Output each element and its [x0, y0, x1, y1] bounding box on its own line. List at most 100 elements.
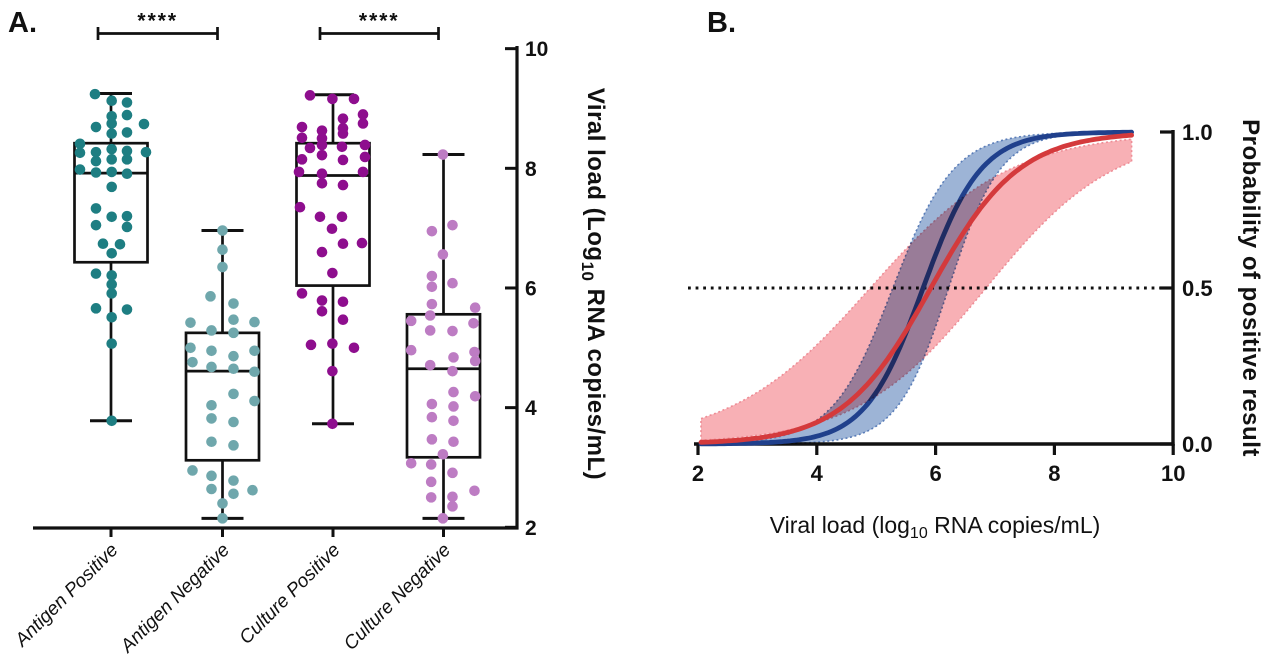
jitter-point	[316, 125, 328, 136]
jitter-point	[217, 261, 228, 273]
jitter-point	[121, 168, 133, 180]
jitter-point	[106, 118, 117, 129]
jitter-point	[426, 270, 438, 282]
jitter-point	[187, 356, 198, 368]
jitter-point	[348, 93, 360, 105]
jitter-point	[106, 128, 117, 139]
jitter-point	[405, 315, 417, 327]
jitter-point	[447, 325, 458, 337]
jitter-point	[337, 296, 349, 308]
jitter-point	[447, 277, 458, 289]
jitter-point	[228, 298, 239, 309]
significance-stars: ****	[359, 10, 400, 33]
jitter-point	[90, 203, 102, 214]
box	[295, 141, 371, 287]
jitter-point	[327, 338, 338, 349]
panel-b-y-axis-title: Probability of positive result	[1237, 119, 1264, 457]
x-tick-label: 8	[1048, 461, 1060, 486]
jitter-point	[121, 221, 133, 233]
jitter-point	[121, 210, 133, 222]
jitter-point	[296, 132, 308, 144]
jitter-point	[121, 97, 133, 108]
jitter-point	[121, 154, 133, 165]
jitter-point	[357, 166, 369, 178]
jitter-point	[337, 238, 349, 250]
jitter-point	[314, 211, 326, 223]
jitter-point	[357, 109, 369, 120]
jitter-point	[469, 302, 481, 314]
jitter-point	[336, 211, 348, 223]
jitter-point	[337, 314, 349, 325]
jitter-point	[106, 279, 117, 290]
jitter-point	[138, 118, 150, 130]
x-title-text: Viral load (log	[770, 512, 910, 538]
jitter-point	[228, 388, 239, 400]
jitter-point	[426, 411, 438, 423]
jitter-point	[74, 147, 86, 159]
y-tick-label: 1.0	[1182, 120, 1213, 145]
jitter-point	[106, 311, 117, 323]
jitter-point	[296, 121, 308, 133]
jitter-point	[469, 390, 481, 402]
jitter-point	[348, 342, 360, 354]
jitter-point	[405, 344, 417, 356]
jitter-point	[448, 352, 459, 363]
category-label: Culture Positive	[236, 540, 345, 649]
jitter-point	[316, 139, 328, 151]
jitter-point	[305, 339, 317, 351]
jitter-point	[337, 128, 349, 139]
y-tick-label: 8	[525, 158, 537, 181]
jitter-point	[228, 416, 239, 428]
jitter-point	[327, 365, 338, 377]
jitter-point	[249, 395, 260, 407]
jitter-point	[359, 151, 371, 163]
jitter-point	[106, 166, 117, 178]
jitter-point	[359, 139, 371, 151]
jitter-point	[426, 434, 438, 445]
x-tick-label: 4	[811, 461, 824, 486]
y-tick-label: 4	[525, 397, 537, 420]
jitter-point	[205, 291, 216, 302]
jitter-point	[106, 338, 117, 349]
jitter-point	[97, 238, 109, 250]
jitter-point	[217, 513, 228, 524]
jitter-point	[121, 109, 133, 121]
panel-b-plot-area: 2 4 6 8 10 0.0 0.5 1.0	[688, 120, 1213, 486]
jitter-point	[296, 154, 308, 165]
jitter-point	[89, 88, 101, 100]
jitter-point	[426, 225, 438, 237]
jitter-point	[90, 121, 102, 133]
jitter-point	[228, 350, 239, 362]
x-tick-label: 6	[929, 461, 941, 486]
jitter-point	[327, 93, 338, 105]
jitter-point	[294, 201, 306, 213]
jitter-point	[426, 298, 438, 310]
jitter-point	[316, 168, 328, 180]
jitter-point	[206, 436, 217, 448]
ci-band-red	[700, 138, 1133, 442]
jitter-point	[228, 440, 239, 451]
panel-b-x-axis-title: Viral load (log10 RNA copies/mL)	[770, 512, 1101, 542]
y-title-text-suffix: RNA copies/mL)	[582, 282, 609, 481]
jitter-point	[468, 317, 479, 329]
jitter-point	[304, 142, 316, 154]
panel-b-letter: B.	[707, 7, 736, 39]
box	[184, 331, 261, 462]
jitter-point	[206, 345, 217, 357]
jitter-point	[106, 211, 117, 223]
jitter-point	[327, 267, 338, 279]
panel-a-letter: A.	[8, 7, 37, 39]
x-tick-label: 2	[692, 461, 704, 486]
jitter-point	[247, 484, 258, 496]
panel-a-y-axis-title: Viral load (Log10 RNA copies/mL)	[578, 88, 609, 480]
jitter-point	[447, 501, 458, 512]
x-title-text-suffix: RNA copies/mL)	[928, 512, 1101, 538]
jitter-point	[336, 141, 348, 153]
x-title-subscript: 10	[910, 525, 928, 542]
jitter-point	[337, 154, 349, 166]
jitter-point	[437, 513, 449, 524]
jitter-point	[90, 219, 102, 231]
category-label: Antigen Positive	[11, 540, 123, 652]
y-tick-label: 10	[525, 38, 548, 61]
